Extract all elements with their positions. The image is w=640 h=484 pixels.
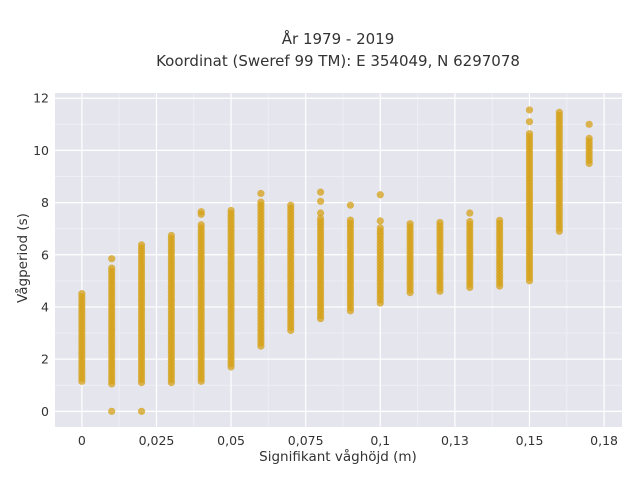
- y-tick-label: 6: [41, 247, 49, 262]
- data-point: [287, 201, 295, 209]
- data-point-outlier: [376, 191, 384, 199]
- y-tick-label: 0: [41, 404, 49, 419]
- data-point-outlier: [316, 197, 325, 205]
- data-point: [555, 108, 563, 116]
- data-point-outlier: [525, 118, 534, 126]
- data-point-outlier: [197, 208, 205, 216]
- x-tick-label: 0: [78, 433, 86, 448]
- data-point: [436, 218, 444, 227]
- data-point: [137, 241, 146, 249]
- x-axis-title: Signifikant våghöjd (m): [259, 448, 417, 465]
- x-tick-label: 0,18: [590, 433, 618, 448]
- data-point: [346, 216, 355, 224]
- y-axis-ticks: 0 2 4 6 8 10 12: [33, 91, 49, 419]
- data-point: [197, 221, 205, 229]
- chart-subtitle: Koordinat (Sweref 99 TM): E 354049, N 62…: [156, 52, 520, 70]
- data-point: [167, 231, 175, 240]
- data-point-outlier: [585, 120, 593, 128]
- data-point-outlier: [316, 209, 325, 217]
- points-layer: [78, 106, 593, 415]
- data-point: [466, 218, 474, 226]
- data-point: [406, 220, 414, 228]
- x-tick-label: 0,025: [139, 433, 175, 448]
- data-point-outlier: [257, 189, 265, 198]
- chart-title: År 1979 - 2019: [282, 29, 395, 48]
- data-point: [108, 264, 116, 272]
- y-tick-label: 2: [41, 352, 49, 367]
- x-axis-ticks: 0 0,025 0,05 0,075 0,1 0,13 0,15 0,18: [78, 433, 618, 448]
- data-point-outlier: [525, 106, 534, 114]
- data-point-outlier: [466, 209, 474, 217]
- data-point-outlier: [108, 255, 116, 263]
- y-axis-title: Vågperiod (s): [14, 213, 31, 303]
- data-point: [78, 290, 86, 298]
- data-point: [316, 214, 325, 223]
- data-point-outlier: [316, 188, 325, 196]
- data-point: [257, 198, 265, 206]
- x-tick-label: 0,05: [217, 433, 245, 448]
- data-point-outlier: [108, 407, 116, 415]
- x-tick-label: 0,13: [441, 433, 469, 448]
- data-point-outlier: [346, 201, 355, 209]
- y-tick-label: 8: [41, 195, 49, 210]
- data-point-outlier: [137, 407, 146, 415]
- x-tick-label: 0,075: [288, 433, 324, 448]
- data-point-outlier: [376, 217, 384, 225]
- data-point: [525, 130, 534, 138]
- y-tick-label: 10: [33, 143, 49, 158]
- data-point: [376, 224, 384, 232]
- x-tick-label: 0,1: [370, 433, 390, 448]
- y-tick-label: 12: [33, 91, 49, 106]
- data-point: [227, 206, 235, 215]
- y-tick-label: 4: [41, 299, 49, 314]
- x-tick-label: 0,15: [516, 433, 544, 448]
- data-point: [496, 216, 504, 224]
- data-point: [585, 134, 593, 143]
